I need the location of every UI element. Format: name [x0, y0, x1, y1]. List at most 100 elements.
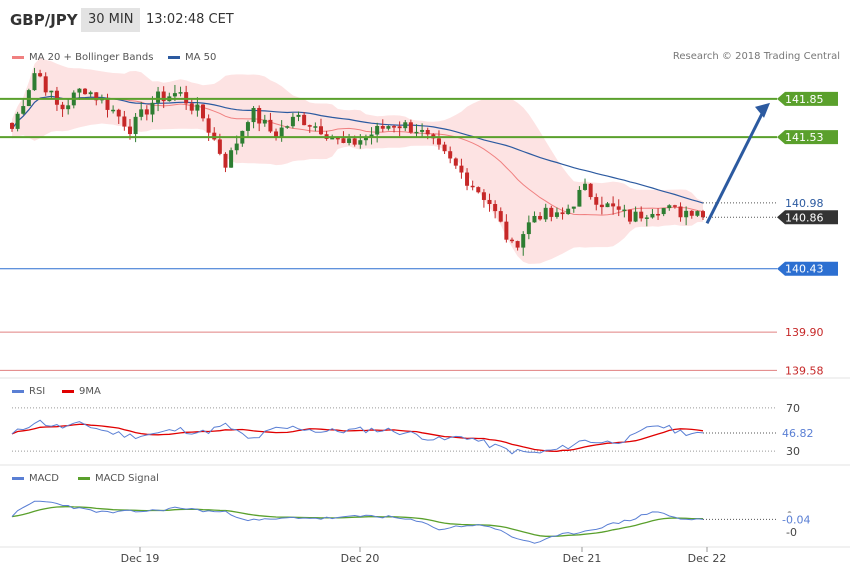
legend-macd-signal: MACD Signal: [78, 472, 159, 486]
candle-body: [672, 205, 677, 207]
candle-body: [684, 210, 689, 218]
candle-body: [380, 125, 385, 129]
candle-body: [223, 153, 228, 168]
candle-body: [178, 92, 183, 94]
rsi-panel: 70 30 46.82: [11, 402, 820, 458]
candle-body: [217, 139, 222, 154]
rsi-tick-70: 70: [786, 402, 800, 415]
legend-rsi-ma-swatch: [62, 389, 74, 393]
legend-rsi: RSI: [12, 385, 45, 399]
candle-body: [408, 122, 413, 133]
candle-body: [251, 107, 256, 123]
candle-body: [352, 138, 357, 145]
candle-body: [105, 98, 110, 110]
level-tag-140.86: [777, 210, 838, 225]
candle-body: [560, 212, 565, 215]
legend-ma50-swatch: [168, 55, 180, 59]
level-tag-141.53: [777, 130, 838, 145]
rsi-value-tag: [780, 425, 820, 440]
candle-body: [656, 213, 661, 216]
candle-body: [599, 204, 604, 208]
candle-body: [616, 206, 621, 210]
candle-body: [521, 234, 526, 248]
candle-body: [532, 215, 537, 223]
candle-body: [229, 150, 234, 168]
candle-body: [133, 116, 138, 135]
timeframe-badge[interactable]: 30 MIN: [81, 8, 141, 32]
copyright: Research © 2018 Trading Central: [672, 51, 840, 62]
ma50-line: [11, 95, 704, 204]
candle-body: [245, 122, 250, 131]
legend-rsi-ma-label: 9MA: [79, 386, 101, 397]
candle-body: [313, 126, 318, 128]
candle-body: [650, 213, 655, 218]
candle-body: [279, 127, 284, 138]
candle-body: [644, 217, 649, 219]
candles-layer: [10, 67, 705, 256]
candle-body: [543, 207, 548, 220]
candle-body: [15, 113, 20, 129]
legend-ma50-label: MA 50: [185, 52, 217, 63]
level-label-139.90: 139.90: [785, 326, 824, 339]
candle-body: [330, 137, 335, 140]
indicator-lines-layer: [11, 95, 704, 216]
candle-body: [83, 88, 88, 95]
level-tag-139.58: [777, 363, 838, 378]
candle-body: [318, 126, 323, 135]
legend-macd-label: MACD: [29, 473, 59, 484]
candle-body: [577, 189, 582, 207]
rsi-tick-30: 30: [786, 445, 800, 458]
candle-body: [77, 88, 82, 93]
candle-body: [504, 221, 509, 240]
candle-body: [234, 143, 239, 151]
candle-body: [257, 107, 262, 124]
macd-line: [11, 500, 704, 544]
macd-signal-line: [11, 505, 704, 537]
legend-macd-swatch: [12, 476, 24, 480]
candle-body: [156, 91, 161, 103]
candle-body: [116, 109, 121, 117]
candle-body: [453, 158, 458, 166]
level-label-140.86: 140.86: [785, 211, 824, 224]
candle-body: [375, 125, 380, 135]
candle-body: [397, 126, 402, 129]
level-label-140.43: 140.43: [785, 263, 824, 276]
level-label-141.85: 141.85: [785, 93, 824, 106]
bollinger-band: [12, 57, 703, 264]
time-axis: Dec 19 Dec 20 Dec 21 Dec 22: [0, 377, 850, 565]
candle-body: [611, 203, 616, 207]
candle-body: [481, 192, 486, 200]
candle-body: [262, 119, 267, 124]
ma20-line: [11, 95, 704, 216]
candle-body: [549, 207, 554, 217]
level-label-139.58: 139.58: [785, 364, 824, 377]
candle-body: [268, 119, 273, 132]
candle-body: [622, 209, 627, 212]
candle-body: [369, 134, 374, 137]
candle-body: [566, 208, 571, 215]
candle-body: [526, 222, 531, 235]
candle-body: [633, 211, 638, 222]
candle-body: [206, 118, 211, 133]
macd-tick-lower: -0: [786, 526, 797, 539]
level-tag-139.90: [777, 325, 838, 340]
candle-body: [448, 151, 453, 159]
candle-body: [66, 105, 71, 110]
candle-body: [290, 116, 295, 127]
candle-body: [509, 239, 514, 242]
candle-body: [487, 199, 492, 205]
candle-body: [476, 187, 481, 193]
legend-macd-signal-swatch: [78, 476, 90, 480]
candle-body: [538, 215, 543, 220]
candle-body: [442, 144, 447, 152]
forecast-arrow-head: [755, 102, 770, 118]
candle-body: [515, 241, 520, 248]
macd-panel: 0-0-0.04: [11, 500, 816, 544]
candle-body: [493, 204, 498, 212]
candle-body: [594, 197, 599, 205]
candle-body: [588, 183, 593, 198]
legend-rsi-label: RSI: [29, 386, 46, 397]
candle-body: [172, 93, 177, 97]
candle-body: [150, 102, 155, 115]
candle-body: [459, 165, 464, 173]
